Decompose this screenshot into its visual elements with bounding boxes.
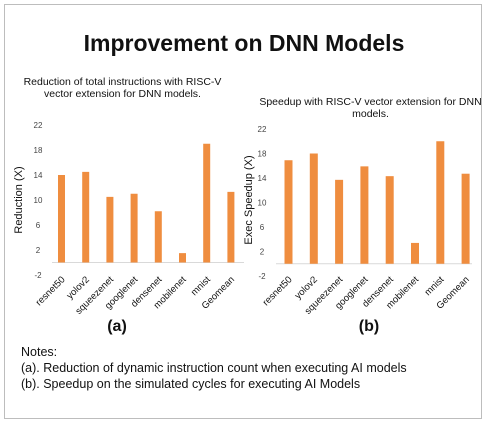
y-tick-label: 14 — [34, 171, 43, 180]
bar-squeezenet — [335, 179, 344, 264]
y-tick-label: 2 — [36, 246, 41, 255]
y-tick-label: 18 — [258, 150, 267, 159]
category-label: resnet50 — [261, 274, 295, 308]
y-tick-label: 22 — [258, 125, 267, 134]
bar-mnist — [436, 141, 445, 264]
bar-googlenet — [130, 193, 138, 263]
y-axis-label: Reduction (X) — [13, 166, 25, 233]
chart-b-title: Speedup with RISC-V vector extension for… — [259, 96, 482, 120]
y-tick-label: 6 — [36, 221, 41, 230]
bar-densenet — [385, 176, 394, 264]
note-a: (a). Reduction of dynamic instruction co… — [21, 361, 407, 375]
panel-label: (a) — [107, 318, 127, 335]
bar-mobilenet — [411, 242, 419, 264]
bar-resnet50 — [58, 175, 65, 263]
chart-a-title: Reduction of total instructions with RIS… — [23, 76, 222, 100]
y-tick-label: 10 — [258, 199, 267, 208]
y-tick-label: 2 — [260, 248, 265, 257]
notes-heading: Notes: — [21, 345, 58, 359]
note-b: (b). Speedup on the simulated cycles for… — [21, 377, 361, 391]
bar-mnist — [203, 143, 211, 263]
bar-densenet — [154, 211, 162, 263]
bar-geomean — [227, 191, 235, 263]
bar-yolov2 — [82, 171, 90, 263]
bar-resnet50 — [284, 160, 293, 264]
y-tick-label: -2 — [34, 271, 42, 280]
y-tick-label: 22 — [34, 121, 43, 130]
y-tick-label: -2 — [258, 272, 266, 281]
y-tick-label: 6 — [260, 223, 265, 232]
bar-squeezenet — [106, 196, 114, 263]
y-tick-label: 10 — [34, 196, 43, 205]
bar-yolov2 — [309, 153, 318, 264]
bar-mobilenet — [179, 253, 186, 263]
bar-geomean — [461, 173, 470, 264]
page-title: Improvement on DNN Models — [83, 30, 405, 56]
y-tick-label: 14 — [258, 174, 267, 183]
bar-googlenet — [360, 166, 369, 264]
notes: Notes: (a). Reduction of dynamic instruc… — [21, 344, 407, 392]
y-tick-label: 18 — [34, 146, 43, 155]
y-axis-label: Exec Speedup (X) — [243, 155, 255, 244]
panel-label: (b) — [359, 318, 379, 335]
